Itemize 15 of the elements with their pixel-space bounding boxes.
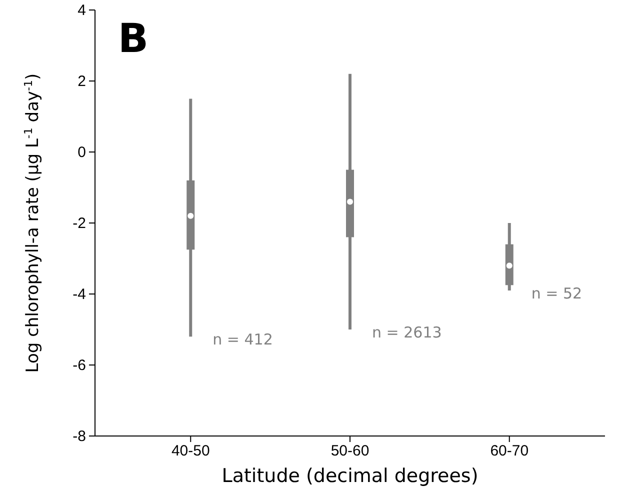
y-tick-label: -6 [72, 356, 86, 374]
y-tick-label: 0 [78, 144, 86, 161]
y-tick-label: -4 [72, 286, 86, 303]
x-tick-label: 50-60 [330, 442, 370, 460]
chart-title: B [118, 16, 148, 62]
x-tick-label: 60-70 [490, 442, 529, 460]
x-axis-title: Latitude (decimal degrees) [222, 465, 478, 487]
annotation: n = 2613 [372, 324, 442, 342]
y-tick-label: 2 [78, 72, 86, 90]
y-tick-label: 4 [78, 2, 86, 19]
y-tick-label: -8 [72, 428, 86, 445]
x-tick-label: 40-50 [171, 442, 210, 460]
annotation: n = 412 [212, 330, 273, 349]
y-tick-label: -2 [72, 214, 86, 232]
annotation: n = 52 [531, 284, 582, 302]
